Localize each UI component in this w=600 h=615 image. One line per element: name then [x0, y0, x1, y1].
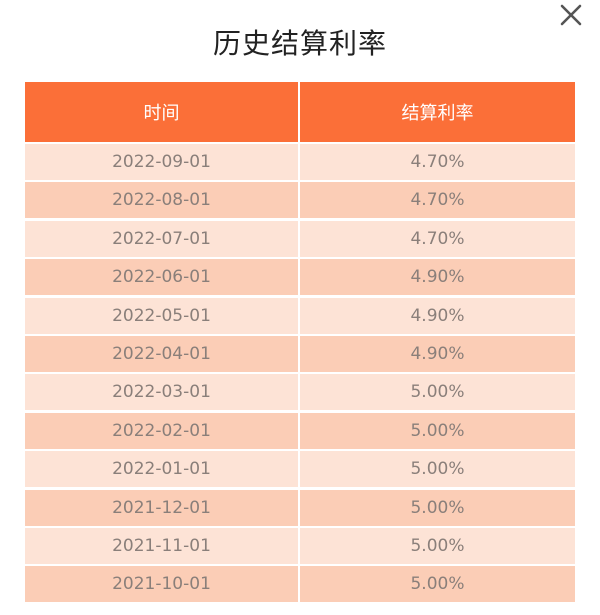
table-row: 2022-05-01 4.90%: [25, 297, 575, 334]
table-row: 2021-11-01 5.00%: [25, 527, 575, 564]
date-cell: 2021-11-01: [25, 527, 298, 564]
table-row: 2022-02-01 5.00%: [25, 412, 575, 449]
table-row: 2022-07-01 4.70%: [25, 220, 575, 257]
date-cell: 2022-02-01: [25, 412, 298, 449]
table-row: 2021-12-01 5.00%: [25, 489, 575, 526]
table-row: 2022-06-01 4.90%: [25, 259, 575, 296]
rate-cell: 5.00%: [300, 412, 575, 449]
date-cell: 2022-08-01: [25, 182, 298, 219]
table-row: 2022-08-01 4.70%: [25, 182, 575, 219]
close-icon: [560, 4, 582, 26]
rate-cell: 4.70%: [300, 220, 575, 257]
rate-cell: 4.90%: [300, 259, 575, 296]
date-cell: 2022-06-01: [25, 259, 298, 296]
rate-cell: 4.70%: [300, 144, 575, 180]
rate-history-table[interactable]: 时间 结算利率 2022-09-01 4.70% 2022-08-01 4.70…: [25, 82, 575, 615]
date-cell: 2022-09-01: [25, 144, 298, 180]
rate-cell: 4.90%: [300, 297, 575, 334]
date-cell: 2022-03-01: [25, 374, 298, 411]
date-cell: 2022-04-01: [25, 335, 298, 372]
rate-cell: 5.00%: [300, 451, 575, 488]
header-rate: 结算利率: [300, 82, 575, 142]
rate-cell: 5.00%: [300, 566, 575, 603]
date-cell: 2022-01-01: [25, 451, 298, 488]
table-header-row: 时间 结算利率: [25, 82, 575, 142]
rate-cell: 5.00%: [300, 374, 575, 411]
close-button[interactable]: [558, 2, 584, 28]
rate-cell: 4.70%: [300, 182, 575, 219]
rate-cell: 4.90%: [300, 335, 575, 372]
table-row: 2022-03-01 5.00%: [25, 374, 575, 411]
table-row: 2022-04-01 4.90%: [25, 335, 575, 372]
date-cell: 2022-07-01: [25, 220, 298, 257]
rate-cell: 5.00%: [300, 527, 575, 564]
date-cell: 2021-10-01: [25, 566, 298, 603]
date-cell: 2021-12-01: [25, 489, 298, 526]
dialog-title: 历史结算利率: [212, 27, 387, 60]
table-row: 2021-10-01 5.00%: [25, 566, 575, 603]
rate-cell: 5.00%: [300, 489, 575, 526]
table-row: 2022-09-01 4.70%: [25, 144, 575, 180]
header-time: 时间: [25, 82, 298, 142]
table-row: 2022-01-01 5.00%: [25, 451, 575, 488]
date-cell: 2022-05-01: [25, 297, 298, 334]
